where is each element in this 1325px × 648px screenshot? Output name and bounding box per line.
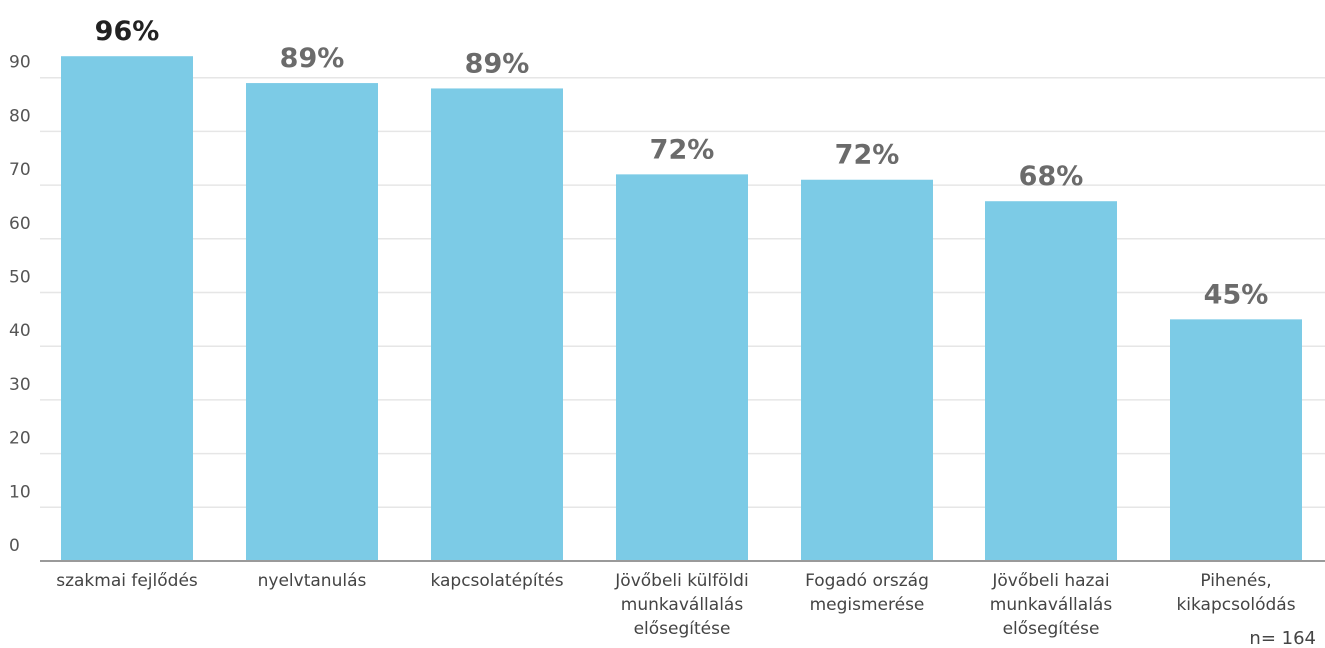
category-label: nyelvtanulás [258, 571, 367, 591]
bar [246, 83, 378, 561]
y-axis-ticks: 0 10 20 30 40 50 60 70 80 90 [9, 53, 31, 556]
bar [801, 179, 933, 562]
category-label: Jövőbeli hazai [991, 571, 1109, 591]
category-label: elősegítése [634, 619, 731, 639]
category-label: megismerése [810, 595, 925, 615]
category-label: Fogadó ország [805, 571, 929, 591]
category-label: kapcsolatépítés [430, 571, 563, 591]
category-label: Jövőbeli külföldi [614, 571, 748, 591]
data-label: 72% [650, 134, 715, 165]
data-label: 45% [1204, 279, 1269, 310]
data-label: 72% [835, 140, 900, 171]
category-label: munkavállalás [621, 595, 744, 615]
y-tick-label: 0 [9, 536, 20, 556]
bar [616, 174, 748, 562]
bars [61, 56, 1302, 562]
bar [61, 56, 193, 561]
y-tick-label: 50 [9, 268, 31, 288]
category-labels: szakmai fejlődés nyelvtanulás kapcsolatépí… [56, 571, 1295, 639]
y-tick-label: 70 [9, 160, 31, 180]
y-tick-label: 90 [9, 53, 31, 73]
y-tick-label: 30 [9, 375, 31, 395]
data-label: 89% [465, 48, 530, 79]
y-tick-label: 40 [9, 321, 31, 341]
y-tick-label: 80 [9, 106, 31, 126]
data-label: 89% [280, 43, 345, 74]
bar [431, 88, 563, 561]
bar [1170, 319, 1302, 561]
category-label: szakmai fejlődés [56, 571, 198, 591]
category-label: munkavállalás [990, 595, 1113, 615]
bar [985, 201, 1117, 561]
category-label: kikapcsolódás [1176, 595, 1295, 615]
sample-size-note: n= 164 [1249, 628, 1316, 648]
data-label: 96% [95, 16, 160, 47]
data-label: 68% [1019, 161, 1084, 192]
category-label: Pihenés, [1200, 571, 1271, 591]
y-tick-label: 20 [9, 429, 31, 449]
value-labels: 96% 89% 89% 72% 72% 68% 45% [95, 16, 1269, 310]
y-tick-label: 60 [9, 214, 31, 234]
category-label: elősegítése [1003, 619, 1100, 639]
y-tick-label: 10 [9, 482, 31, 502]
